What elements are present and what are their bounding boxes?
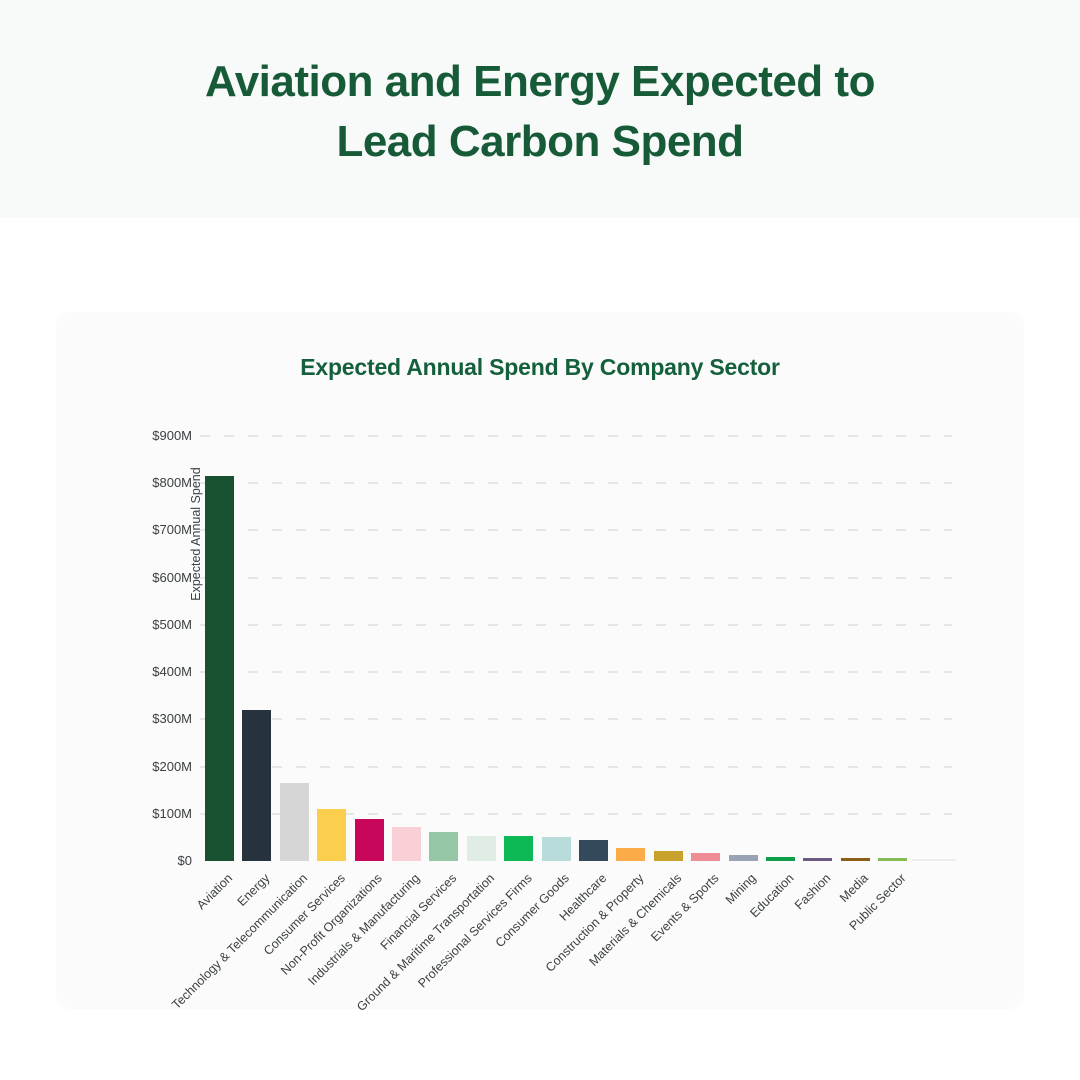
header-band: Aviation and Energy Expected to Lead Car… bbox=[0, 0, 1080, 218]
plot-area: Aviation Energy Technology & Telecommunica… bbox=[169, 435, 956, 1014]
bar bbox=[766, 857, 795, 861]
gridline bbox=[200, 671, 952, 674]
y-tick-label: $600M bbox=[152, 569, 192, 585]
y-tick-label: $100M bbox=[152, 805, 192, 821]
gridline bbox=[200, 482, 952, 485]
bar bbox=[504, 836, 534, 861]
main-title-line-1: Aviation and Energy Expected to bbox=[205, 57, 875, 106]
gridline bbox=[200, 718, 952, 721]
y-tick-label: $900M bbox=[152, 428, 192, 443]
trailing-bar bbox=[911, 859, 956, 861]
bar bbox=[242, 709, 272, 861]
bar bbox=[579, 840, 608, 861]
bar bbox=[429, 831, 459, 861]
chart-title: Expected Annual Spend By Company Sector bbox=[300, 354, 780, 380]
bar bbox=[803, 858, 833, 861]
bar bbox=[840, 858, 870, 861]
y-axis-ticks: $0 $100M $200M $300M $400M $500M $600M $700M $80… bbox=[118, 428, 192, 868]
y-tick-label: $300M bbox=[152, 711, 192, 727]
bar bbox=[205, 476, 234, 861]
y-tick-label: $800M bbox=[152, 475, 192, 491]
gridline bbox=[200, 576, 952, 579]
gridline bbox=[200, 812, 952, 815]
bar bbox=[728, 854, 758, 861]
main-title-line-2: Lead Carbon Spend bbox=[336, 117, 744, 166]
bar bbox=[653, 850, 683, 861]
bar bbox=[466, 835, 496, 861]
gridline bbox=[200, 623, 952, 626]
bar bbox=[354, 818, 384, 861]
gridline bbox=[200, 529, 952, 532]
bar bbox=[616, 848, 646, 861]
y-tick-label: $0 bbox=[177, 853, 192, 868]
bar bbox=[541, 837, 571, 861]
y-tick-label: $400M bbox=[152, 664, 192, 680]
bar bbox=[392, 826, 421, 861]
bar bbox=[878, 858, 908, 861]
gridline bbox=[200, 765, 952, 768]
y-tick-label: $700M bbox=[152, 522, 192, 538]
bar bbox=[691, 852, 721, 861]
bar bbox=[279, 783, 309, 861]
bar bbox=[317, 809, 347, 861]
y-tick-label: $200M bbox=[152, 758, 192, 774]
y-tick-label: $500M bbox=[152, 616, 192, 632]
gridline bbox=[200, 435, 952, 437]
